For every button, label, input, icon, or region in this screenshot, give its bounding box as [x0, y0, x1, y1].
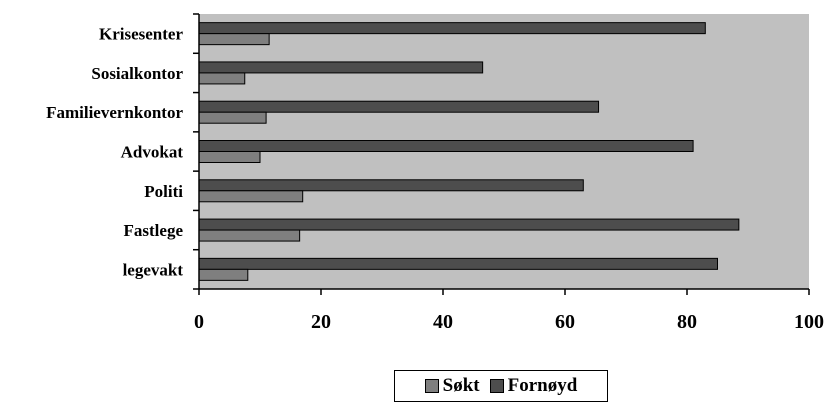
x-tick-label: 0	[194, 311, 204, 333]
category-label: Krisesenter	[99, 25, 183, 44]
bar-sokt	[198, 72, 246, 85]
category-label: Sosialkontor	[91, 64, 183, 83]
legend-swatch-sokt	[424, 379, 439, 393]
x-tick-label: 60	[555, 311, 575, 333]
category-label: Fastlege	[124, 221, 184, 240]
legend-label-fornoyd: Fornøyd	[507, 375, 578, 396]
category-label: Familievernkontor	[46, 103, 183, 122]
bar-sokt	[198, 151, 261, 163]
legend: Søkt Fornøyd	[394, 370, 608, 402]
legend-swatch-fornoyd	[489, 379, 504, 393]
legend-label-sokt: Søkt	[442, 375, 480, 396]
bar-fornoyd	[198, 179, 584, 192]
x-tick-labels: 0 20 40 60 80 100	[194, 311, 824, 333]
bar-fornoyd	[198, 100, 600, 113]
category-label: Politi	[144, 182, 183, 201]
bar-fornoyd	[198, 257, 718, 270]
x-tick-label: 80	[677, 311, 697, 333]
y-ticks	[193, 13, 199, 290]
bar-fornoyd	[198, 22, 706, 35]
category-label: legevakt	[123, 260, 184, 279]
bar-fornoyd	[198, 140, 694, 152]
bar-sokt	[198, 268, 249, 281]
x-tick-label: 40	[433, 311, 453, 333]
bar-sokt	[198, 111, 267, 124]
legend-item-sokt: Søkt	[424, 375, 480, 397]
x-tick-label: 20	[311, 311, 331, 333]
x-tick-label: 100	[794, 311, 824, 333]
bar-fornoyd	[198, 61, 484, 74]
bar-sokt	[198, 190, 304, 203]
bars	[198, 22, 740, 281]
legend-item-fornoyd: Fornøyd	[489, 375, 578, 397]
x-ticks	[198, 289, 810, 295]
category-labels: Krisesenter Sosialkontor Familievernkontor…	[46, 25, 183, 280]
bar-fornoyd	[198, 218, 740, 231]
bar-sokt	[198, 229, 301, 242]
bar-sokt	[198, 33, 270, 46]
category-label: Advokat	[121, 143, 184, 162]
